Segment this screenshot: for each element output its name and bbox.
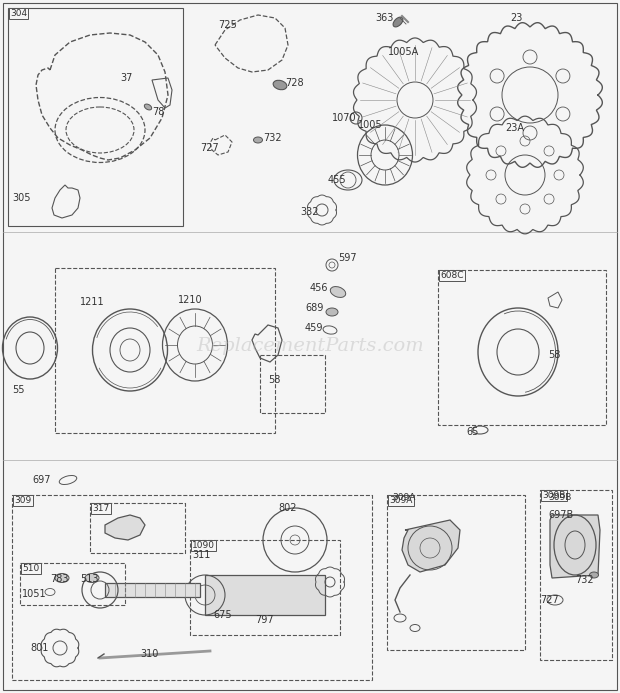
- Text: 597: 597: [338, 253, 356, 263]
- Polygon shape: [550, 515, 600, 578]
- Bar: [260, 355, 325, 413]
- Ellipse shape: [393, 17, 403, 27]
- Text: 332: 332: [300, 207, 319, 217]
- Text: 305: 305: [12, 193, 30, 203]
- Text: 309B: 309B: [548, 493, 572, 502]
- Text: ReplacementParts.com: ReplacementParts.com: [196, 337, 424, 355]
- Text: 310: 310: [140, 649, 158, 659]
- Polygon shape: [105, 583, 200, 597]
- Text: 65: 65: [466, 427, 479, 437]
- Text: 456: 456: [310, 283, 329, 293]
- Text: 363: 363: [375, 13, 393, 23]
- Text: 1051: 1051: [22, 589, 46, 599]
- Text: 732: 732: [575, 575, 593, 585]
- Ellipse shape: [144, 104, 152, 110]
- Ellipse shape: [326, 308, 338, 316]
- Text: 1210: 1210: [178, 295, 203, 305]
- Ellipse shape: [85, 574, 99, 583]
- Bar: [190, 540, 340, 635]
- Text: 23A: 23A: [505, 123, 524, 133]
- Text: 725: 725: [218, 20, 237, 30]
- Text: 732: 732: [263, 133, 281, 143]
- Text: 802: 802: [278, 503, 296, 513]
- Ellipse shape: [590, 572, 598, 578]
- Text: 58: 58: [268, 375, 280, 385]
- Polygon shape: [105, 515, 145, 540]
- Text: 309A: 309A: [389, 496, 412, 505]
- Text: 58: 58: [548, 350, 560, 360]
- Bar: [387, 495, 525, 650]
- Text: 697B: 697B: [548, 510, 574, 520]
- Polygon shape: [402, 520, 460, 572]
- Text: 1070: 1070: [332, 113, 356, 123]
- Bar: [438, 270, 606, 425]
- Bar: [8, 8, 183, 226]
- Ellipse shape: [55, 574, 69, 583]
- Text: 1005A: 1005A: [388, 47, 419, 57]
- Ellipse shape: [330, 287, 346, 297]
- Text: 797: 797: [255, 615, 273, 625]
- Text: 1211: 1211: [80, 297, 105, 307]
- Bar: [90, 503, 185, 553]
- Bar: [20, 563, 125, 605]
- Bar: [12, 495, 372, 680]
- Text: 78: 78: [152, 107, 164, 117]
- Text: 783: 783: [50, 574, 68, 584]
- Text: 1005: 1005: [358, 120, 383, 130]
- Text: 309B: 309B: [542, 491, 565, 500]
- Text: 304: 304: [10, 9, 27, 18]
- Text: 727: 727: [200, 143, 219, 153]
- Text: 689: 689: [305, 303, 324, 313]
- Text: 728: 728: [285, 78, 304, 88]
- Text: 23: 23: [510, 13, 523, 23]
- Text: 309A: 309A: [392, 493, 415, 502]
- Ellipse shape: [254, 137, 262, 143]
- Text: 317: 317: [92, 504, 109, 513]
- Text: 309: 309: [14, 496, 31, 505]
- Text: 1090: 1090: [192, 541, 215, 550]
- Text: 459: 459: [305, 323, 324, 333]
- Text: 55: 55: [12, 385, 25, 395]
- Text: 697: 697: [32, 475, 50, 485]
- Bar: [540, 490, 612, 660]
- Text: 801: 801: [30, 643, 48, 653]
- Ellipse shape: [273, 80, 287, 89]
- Polygon shape: [205, 575, 325, 615]
- Bar: [55, 268, 275, 433]
- Text: 608C: 608C: [440, 271, 464, 280]
- Text: 727: 727: [540, 595, 559, 605]
- Text: 455: 455: [328, 175, 347, 185]
- Text: 311: 311: [192, 550, 210, 560]
- Text: 37: 37: [120, 73, 133, 83]
- Text: 510: 510: [22, 564, 39, 573]
- Text: 675: 675: [213, 610, 232, 620]
- Text: 513: 513: [80, 574, 99, 584]
